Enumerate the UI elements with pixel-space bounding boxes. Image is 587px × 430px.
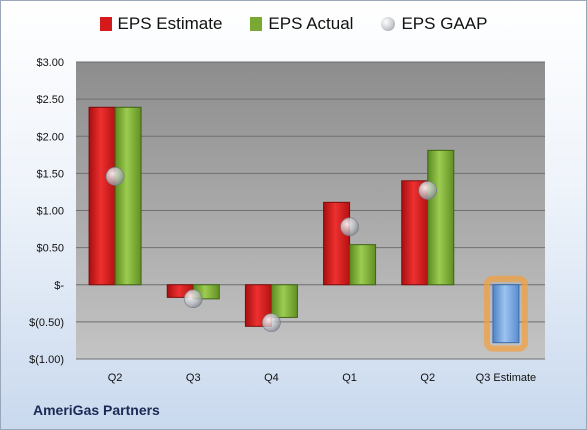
legend-swatch-gaap [381, 17, 396, 31]
x-tick-label: Q4 [264, 372, 279, 384]
legend-label-estimate: EPS Estimate [117, 14, 223, 33]
y-tick-label: $1.50 [36, 168, 64, 180]
y-tick-label: $- [54, 280, 64, 292]
bar-eps-actual [349, 244, 377, 286]
y-tick-label: $3.00 [36, 57, 64, 69]
marker-eps-gaap [105, 167, 125, 186]
marker-eps-gaap [262, 313, 281, 332]
x-tick-label: Q2 [108, 372, 123, 384]
legend-item-estimate: EPS Estimate [99, 14, 223, 34]
y-tick-label: $1.00 [36, 206, 64, 218]
bar-eps-estimate-future [492, 284, 520, 344]
bar-eps-estimate [88, 106, 116, 286]
x-tick-label: Q1 [342, 372, 357, 384]
legend-item-gaap: EPS GAAP [381, 14, 487, 34]
plot-area: $(1.00) $(0.50) $- $0.50 $1.00 $1.50 $2.00 $2.5… [29, 57, 545, 384]
legend-item-actual: EPS Actual [250, 14, 353, 34]
x-tick-label: Q3 Estimate [476, 372, 537, 384]
legend-swatch-actual [250, 17, 263, 31]
y-tick-label: $(1.00) [29, 354, 64, 366]
y-tick-label: $2.50 [36, 94, 64, 106]
y-tick-label: $(0.50) [29, 317, 64, 329]
legend-label-gaap: EPS GAAP [401, 14, 488, 33]
company-name: AmeriGas Partners [33, 402, 160, 418]
bar-eps-actual [114, 106, 142, 286]
marker-eps-gaap [418, 181, 438, 200]
legend-label-actual: EPS Actual [268, 14, 354, 33]
marker-eps-gaap [340, 217, 359, 237]
x-tick-label: Q3 [186, 372, 201, 384]
bar-eps-actual [270, 284, 298, 318]
bar-eps-estimate [323, 201, 351, 286]
estimate-glow [483, 275, 528, 352]
bar-eps-actual [427, 149, 455, 286]
x-tick-label: Q2 [420, 372, 435, 384]
y-tick-label: $2.00 [36, 131, 64, 143]
chart-legend: EPS Estimate EPS Actual EPS GAAP [0, 14, 587, 34]
y-tick-label: $0.50 [36, 243, 64, 255]
legend-swatch-estimate [99, 17, 112, 31]
marker-eps-gaap [183, 289, 203, 309]
